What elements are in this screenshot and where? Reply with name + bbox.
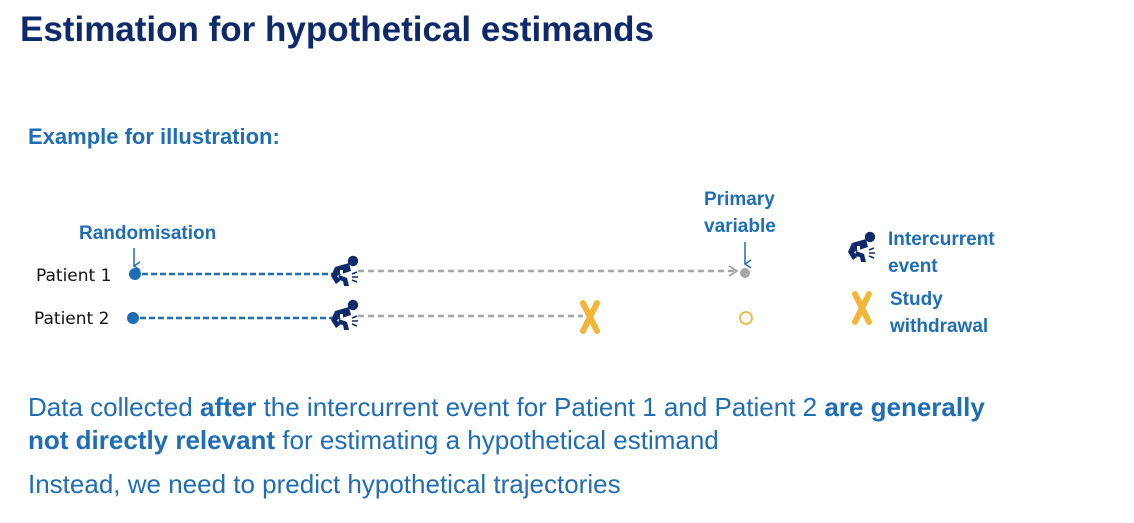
open-circle-icon: [739, 311, 753, 325]
example-heading: Example for illustration:: [28, 124, 280, 149]
patient-2-start-dot: [127, 312, 139, 324]
patient-1-label: Patient 1: [36, 266, 112, 286]
legend-person-in-pain-icon: [847, 231, 876, 263]
primary-variable-label: Primary variable: [704, 189, 776, 237]
patient-1-start-dot: [129, 268, 141, 280]
legend-intercurrent-event-label: Intercurrent event: [888, 229, 995, 277]
patient-2-label: Patient 2: [34, 309, 110, 329]
page-title: Estimation for hypothetical estimands: [20, 10, 654, 49]
person-in-pain-icon: [330, 255, 359, 287]
text-line-1: Data collected after the intercurrent ev…: [28, 392, 985, 422]
text-line-3: Instead, we need to predict hypothetical…: [28, 469, 621, 499]
patient-1-endpoint-dot: [740, 268, 750, 278]
legend-study-withdrawal-label: Study withdrawal: [890, 289, 989, 337]
legend-withdrawal-cross-icon: [855, 294, 869, 322]
text-line-2: not directly relevant for estimating a h…: [28, 425, 719, 455]
randomisation-label: Randomisation: [79, 223, 217, 244]
person-in-pain-icon: [330, 299, 359, 331]
withdrawal-cross-icon: [583, 303, 597, 331]
